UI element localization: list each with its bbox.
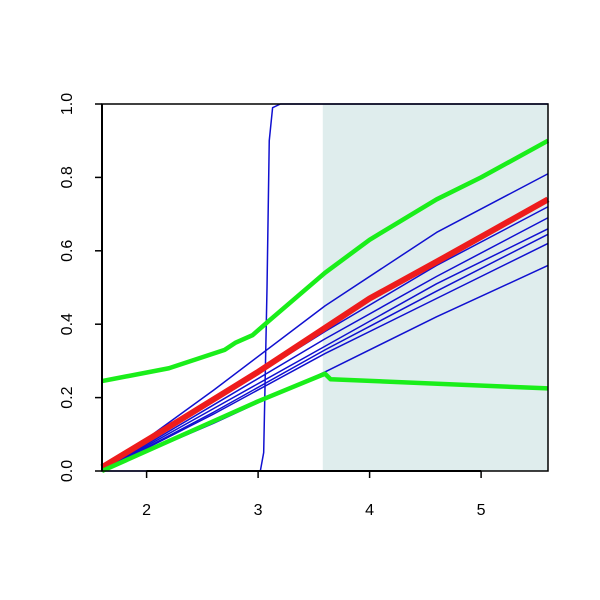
y-tick-label: 0.2 bbox=[59, 386, 76, 408]
x-tick-label: 4 bbox=[365, 502, 374, 519]
y-tick-label: 0.8 bbox=[59, 166, 76, 188]
x-tick-label: 3 bbox=[254, 502, 263, 519]
series-line bbox=[101, 242, 549, 472]
x-tick-label: 2 bbox=[142, 502, 151, 519]
shaded-region bbox=[322, 104, 548, 471]
series-line bbox=[100, 196, 550, 470]
y-tick-label: 1.0 bbox=[59, 93, 76, 115]
series-line bbox=[101, 228, 549, 472]
y-tick-label: 0.0 bbox=[59, 460, 76, 482]
y-tick-label: 0.6 bbox=[59, 240, 76, 262]
series-line bbox=[101, 371, 549, 474]
series-line bbox=[101, 233, 549, 472]
series-line bbox=[101, 138, 550, 384]
y-tick-label: 0.4 bbox=[59, 313, 76, 335]
series-line bbox=[101, 217, 549, 472]
series-line bbox=[101, 173, 549, 472]
x-tick-label: 5 bbox=[477, 502, 486, 519]
